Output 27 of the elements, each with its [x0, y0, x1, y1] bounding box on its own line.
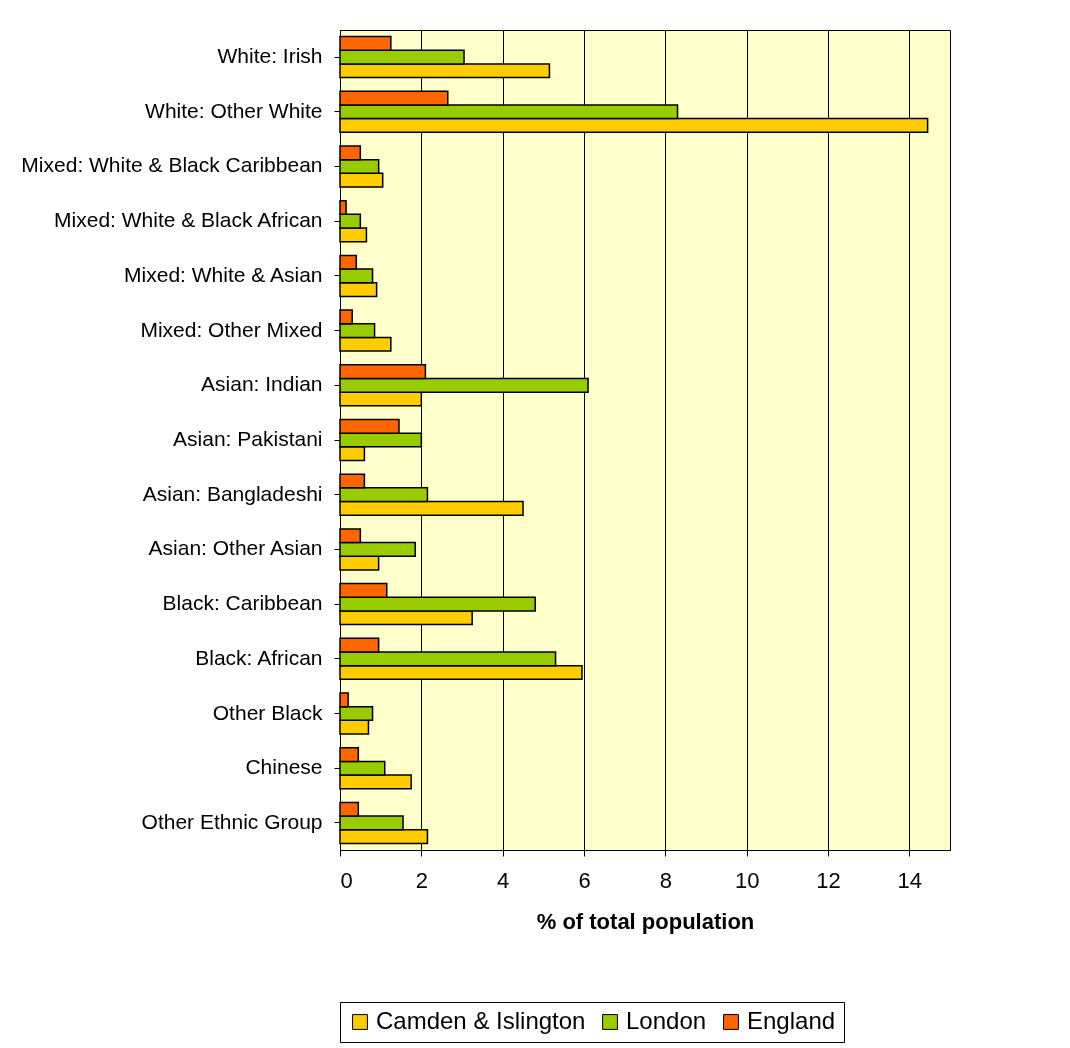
- legend-label: England: [747, 1007, 836, 1034]
- legend-label: London: [626, 1007, 707, 1034]
- y-tick-label: Mixed: White & Black Caribbean: [21, 153, 323, 177]
- x-tick-label: 2: [415, 867, 428, 893]
- y-tick-label: White: Other White: [145, 98, 323, 122]
- x-tick-label: 6: [578, 867, 591, 893]
- y-tick-label: Mixed: White & Black African: [54, 208, 323, 232]
- x-axis-title: % of total population: [536, 908, 755, 934]
- x-tick-label: 10: [734, 867, 760, 893]
- y-tick-label: Asian: Indian: [201, 372, 323, 396]
- y-tick-label: Black: Caribbean: [162, 591, 323, 615]
- y-tick-label: Asian: Pakistani: [173, 427, 323, 450]
- y-tick-label: Asian: Bangladeshi: [142, 481, 323, 505]
- y-tick-label: Other Ethnic Group: [141, 809, 323, 833]
- y-tick-label: Other Black: [212, 700, 323, 724]
- x-tick-label: 0: [340, 867, 353, 893]
- y-tick-label: Black: African: [195, 645, 323, 669]
- y-tick-label: Mixed: White & Asian: [124, 262, 323, 286]
- x-tick-label: 14: [897, 867, 923, 893]
- x-tick-label: 8: [659, 867, 672, 893]
- y-tick-label: Mixed: Other Mixed: [140, 317, 323, 341]
- y-tick-label: Asian: Other Asian: [148, 536, 323, 560]
- x-tick-label: 12: [816, 867, 841, 893]
- legend-label: Camden & Islington: [376, 1007, 586, 1034]
- y-tick-label: White: Irish: [217, 44, 323, 68]
- x-tick-label: 4: [497, 867, 510, 893]
- y-tick-label: Chinese: [245, 755, 323, 779]
